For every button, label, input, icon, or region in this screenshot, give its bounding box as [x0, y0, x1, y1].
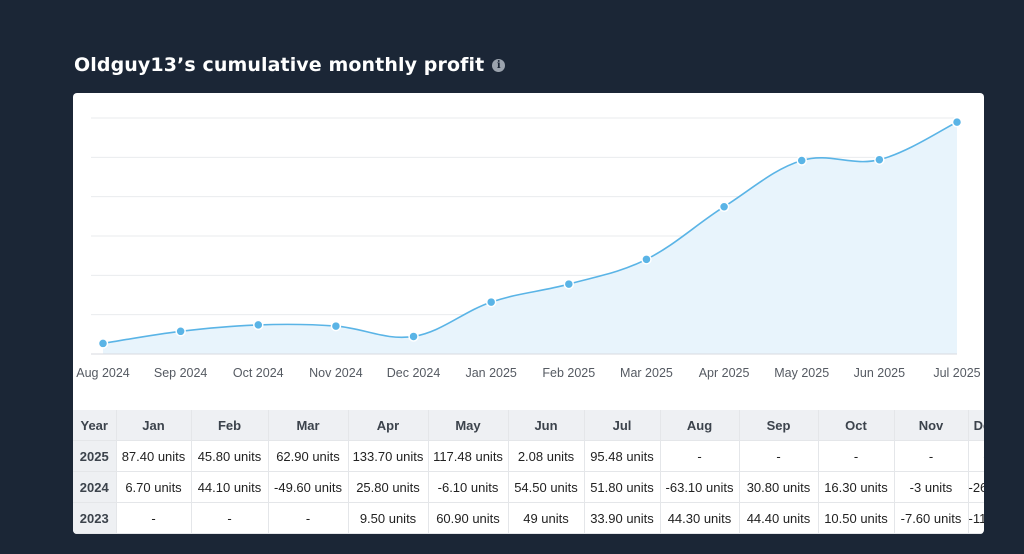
column-header-month: Apr	[348, 410, 429, 441]
table-cell: -	[660, 440, 740, 472]
table-cell: -49.60 units	[268, 471, 349, 503]
table-cell: 51.80 units	[584, 471, 661, 503]
table-cell: -	[818, 440, 895, 472]
x-tick-label: Jun 2025	[854, 366, 905, 380]
table-cell: 9.50 units	[348, 502, 429, 534]
data-point	[951, 116, 963, 128]
data-point	[796, 155, 807, 166]
table-cell: 87.40 units	[116, 440, 192, 472]
cumulative-profit-chart: Aug 2024 Sep 2024 Oct 2024 Nov 2024 Dec 2024…	[76, 116, 981, 380]
table-cell: -6.10 units	[428, 471, 509, 503]
table-cell: 6.70 units	[116, 471, 192, 503]
table-cell: 16.30 units	[818, 471, 895, 503]
table-cell: 33.90 units	[584, 502, 661, 534]
data-point	[175, 326, 186, 337]
x-tick-label: Dec 2024	[387, 366, 441, 380]
table-cell: -63.10 units	[660, 471, 740, 503]
table-cell: -3 units	[894, 471, 969, 503]
column-header-month: Nov	[894, 410, 969, 441]
column-header-month: Sep	[739, 410, 819, 441]
x-tick-label: Feb 2025	[542, 366, 595, 380]
row-year-label: 2023	[73, 502, 117, 534]
table-cell: -26.40 units	[968, 471, 984, 503]
table-cell: 45.80 units	[191, 440, 269, 472]
table-row: 2024 6.70 units 44.10 units -49.60 units 25.…	[73, 471, 984, 503]
table-row: 2023- - -9.50 units 60.90 units 49 units 33.9…	[73, 502, 984, 534]
x-tick-label: Oct 2024	[233, 366, 284, 380]
table-cell: -11.20 units	[968, 502, 984, 534]
column-header-year: Year	[73, 410, 117, 441]
data-point	[641, 254, 652, 265]
column-header-month: Feb	[191, 410, 269, 441]
data-point	[718, 201, 730, 212]
table-cell: 133.70 units	[348, 440, 429, 472]
table-row: 2025 87.40 units 45.80 units 62.90 units 133…	[73, 440, 984, 472]
column-header-month: Jun	[508, 410, 585, 441]
table-cell: -	[268, 502, 349, 534]
row-year-label: 2025	[73, 440, 117, 472]
x-tick-label: Mar 2025	[620, 366, 673, 380]
column-header-month: Oct	[818, 410, 895, 441]
table-header-row: YearJanFebMarAprMayJunJulAugSepOctNovDec	[73, 410, 984, 441]
column-header-month: Mar	[268, 410, 349, 441]
table-cell: -	[116, 502, 192, 534]
x-tick-label: Jul 2025	[933, 366, 980, 380]
table-cell: 117.48 units	[428, 440, 509, 472]
column-header-month: Dec	[968, 410, 984, 441]
chart-card: Aug 2024 Sep 2024 Oct 2024 Nov 2024 Dec 2024…	[73, 93, 984, 534]
row-year-label: 2024	[73, 471, 117, 503]
table-cell: -	[191, 502, 269, 534]
chart-title: Oldguy13’s cumulative monthly profit i	[74, 54, 506, 76]
column-header-month: Jul	[584, 410, 661, 441]
table-cell: 44.10 units	[191, 471, 269, 503]
column-header-month: May	[428, 410, 509, 441]
series-area	[103, 122, 957, 354]
x-tick-label: Apr 2025	[699, 366, 750, 380]
x-tick-label: Jan 2025	[465, 366, 516, 380]
table-cell: 60.90 units	[428, 502, 509, 534]
x-tick-label: Aug 2024	[76, 366, 130, 380]
column-header-month: Aug	[660, 410, 740, 441]
table-cell: 44.40 units	[739, 502, 819, 534]
table-cell: 25.80 units	[348, 471, 429, 503]
column-header-month: Jan	[116, 410, 192, 441]
table-cell: 44.30 units	[660, 502, 740, 534]
table-cell: 2.08 units	[508, 440, 585, 472]
table-cell: 54.50 units	[508, 471, 585, 503]
data-point	[408, 331, 419, 342]
data-point	[485, 296, 497, 308]
table-cell: -	[894, 440, 969, 472]
data-point	[563, 278, 575, 290]
info-icon[interactable]: i	[492, 58, 506, 72]
data-point	[330, 320, 342, 332]
table-cell: -	[968, 440, 984, 472]
table-cell: 49 units	[508, 502, 585, 534]
table-cell: 95.48 units	[584, 440, 661, 472]
monthly-profit-table: YearJanFebMarAprMayJunJulAugSepOctNovDec…	[73, 410, 984, 534]
data-point	[874, 154, 885, 165]
chart-title-text: Oldguy13’s cumulative monthly profit	[74, 54, 485, 76]
table-cell: 30.80 units	[739, 471, 819, 503]
table-cell: 10.50 units	[818, 502, 895, 534]
data-point	[253, 319, 264, 331]
data-point	[97, 338, 109, 349]
table-cell: -	[739, 440, 819, 472]
x-tick-label: May 2025	[774, 366, 829, 380]
scrolled-text-fragment	[0, 0, 1024, 10]
table-cell: -7.60 units	[894, 502, 969, 534]
x-tick-label: Sep 2024	[154, 366, 208, 380]
table-cell: 62.90 units	[268, 440, 349, 472]
x-tick-label: Nov 2024	[309, 366, 363, 380]
